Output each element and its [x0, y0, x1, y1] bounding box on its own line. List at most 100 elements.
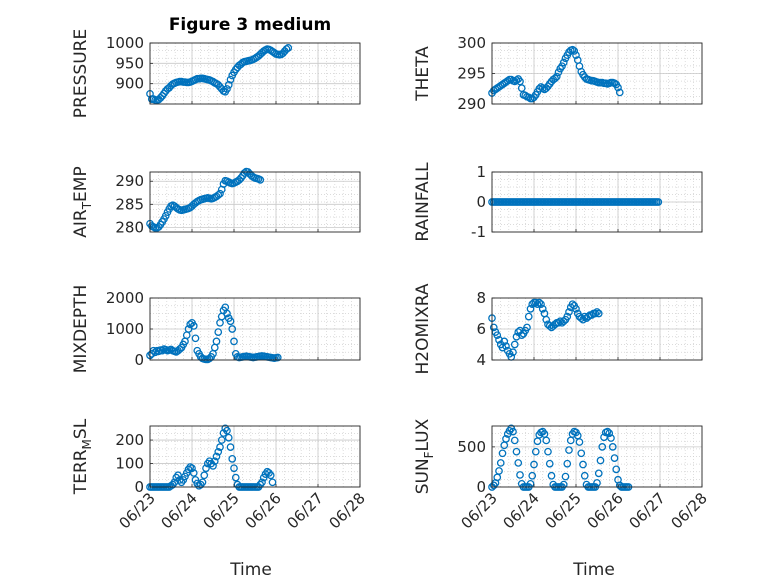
- data-point: [210, 343, 219, 352]
- data-point: [559, 480, 568, 489]
- y-tick-label: 0: [476, 193, 486, 211]
- data-series: [146, 424, 277, 491]
- data-point: [524, 312, 533, 321]
- data-point: [535, 84, 544, 93]
- y-tick-label: 1000: [106, 34, 144, 52]
- y-tick-label: 900: [115, 75, 144, 93]
- data-point: [214, 328, 223, 336]
- y-tick-label: 1000: [106, 320, 144, 338]
- y-axis-label: H2OMIXRA: [413, 283, 433, 374]
- data-point: [230, 464, 238, 473]
- data-point: [512, 447, 521, 456]
- data-point: [493, 331, 502, 340]
- subplot-sun-flux: 050006/2306/2406/2506/2606/2706/28SUNFLU…: [413, 418, 711, 532]
- data-point: [188, 464, 196, 473]
- data-point: [568, 45, 577, 54]
- axes-box: [149, 171, 361, 233]
- y-axis-label: AIRTEMP: [71, 166, 94, 237]
- subplot-terr-msl: 010020006/2306/2406/2506/2606/2706/28TER…: [71, 418, 369, 532]
- data-point: [591, 309, 600, 318]
- data-point: [191, 334, 200, 343]
- data-point: [284, 44, 293, 52]
- data-point: [489, 323, 498, 332]
- data-point: [580, 471, 589, 480]
- data-point: [561, 472, 570, 481]
- data-point: [551, 74, 559, 83]
- y-axis-label: SUNFLUX: [413, 418, 436, 494]
- data-point: [531, 298, 540, 307]
- data-point: [594, 309, 603, 318]
- data-series: [488, 198, 663, 206]
- data-point: [266, 471, 275, 480]
- data-point: [509, 348, 517, 357]
- y-tick-label: 950: [115, 54, 144, 72]
- y-axis-label: TERRMSL: [71, 418, 94, 495]
- y-tick-label: 200: [115, 431, 144, 449]
- subplot-theta: 290 295 300 THETA: [413, 34, 703, 113]
- data-point: [510, 436, 519, 445]
- data-point: [503, 76, 512, 85]
- data-point: [200, 471, 209, 480]
- data-point: [593, 308, 601, 316]
- data-point: [607, 434, 615, 442]
- data-point: [558, 62, 566, 71]
- x-tick-label: 06/28: [326, 489, 369, 532]
- data-point: [182, 331, 191, 340]
- y-tick-label: 295: [457, 65, 486, 83]
- data-point: [600, 433, 608, 442]
- data-point: [282, 45, 291, 53]
- data-point: [502, 342, 510, 350]
- x-tick-label: 06/26: [584, 489, 627, 532]
- data-point: [186, 320, 195, 329]
- y-axis-label: MIXDEPTH: [71, 285, 91, 374]
- data-point: [223, 426, 231, 435]
- data-point: [502, 434, 510, 443]
- data-point: [216, 318, 224, 327]
- data-point: [509, 427, 517, 436]
- subplot-mixdepth: 0 1000 2000 MIXDEPTH: [71, 285, 361, 374]
- x-axis-label-left: Time: [229, 560, 272, 580]
- y-tick-label: 8: [476, 289, 486, 307]
- data-series: [488, 298, 603, 361]
- y-tick-label: 290: [457, 95, 486, 113]
- data-point: [216, 189, 224, 198]
- data-point: [654, 198, 663, 206]
- data-point: [216, 443, 224, 451]
- data-point: [202, 464, 210, 473]
- data-point: [598, 443, 607, 451]
- subplot-air-temp: 280 285 290 AIRTEMP: [71, 166, 361, 238]
- data-point: [223, 85, 231, 93]
- data-point: [495, 467, 503, 475]
- data-point: [495, 335, 503, 344]
- data-point: [214, 447, 223, 456]
- data-point: [537, 300, 545, 309]
- data-point: [189, 322, 198, 330]
- data-point: [224, 433, 233, 442]
- data-point: [500, 441, 509, 450]
- y-tick-label: 100: [115, 455, 144, 473]
- data-point: [593, 479, 601, 487]
- data-point: [594, 469, 603, 478]
- data-point: [256, 175, 265, 184]
- data-point: [577, 314, 586, 322]
- data-point: [559, 58, 568, 67]
- data-point: [217, 436, 226, 444]
- data-point: [542, 436, 551, 445]
- data-point: [516, 77, 524, 86]
- data-point: [531, 447, 540, 456]
- x-tick-label: 06/24: [158, 489, 201, 532]
- y-tick-label: -1: [471, 223, 486, 241]
- data-point: [226, 317, 235, 326]
- axes-box: [491, 42, 703, 105]
- data-point: [554, 68, 563, 77]
- data-point: [161, 211, 170, 220]
- data-point: [579, 460, 587, 469]
- data-point: [510, 340, 519, 349]
- data-point: [500, 337, 509, 346]
- y-axis-label: RAINFALL: [413, 162, 433, 242]
- y-tick-label: 280: [115, 218, 144, 236]
- axes-box: [491, 425, 703, 488]
- data-point: [226, 443, 235, 451]
